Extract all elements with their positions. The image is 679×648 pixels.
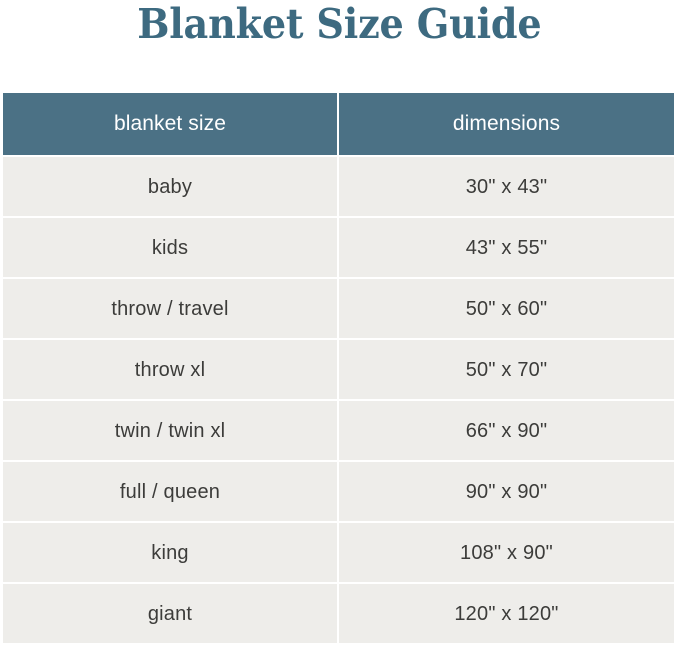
dimensions-value: 50" x 70": [465, 358, 548, 381]
dimensions-value: 30" x 43": [465, 175, 548, 198]
blanket-size-value: twin / twin xl: [114, 419, 226, 442]
table-row: baby 30" x 43": [3, 155, 674, 216]
dimensions-value: 66" x 90": [465, 419, 548, 442]
table-body: baby 30" x 43" kids 43" x 55" throw / travel…: [3, 155, 674, 643]
cell-blanket-size: throw / travel: [3, 277, 339, 338]
cell-dimensions: 66" x 90": [339, 399, 674, 460]
blanket-size-value: full / queen: [119, 480, 221, 503]
table-row: giant 120" x 120": [3, 582, 674, 643]
blanket-size-value: baby: [147, 175, 193, 198]
blanket-size-table: blanket size dimensions baby 30" x 43" kid…: [3, 93, 674, 643]
cell-dimensions: 50" x 70": [339, 338, 674, 399]
cell-blanket-size: baby: [3, 155, 339, 216]
cell-blanket-size: kids: [3, 216, 339, 277]
blanket-size-value: king: [151, 541, 189, 564]
column-header-blanket-size[interactable]: blanket size: [3, 93, 339, 155]
cell-blanket-size: full / queen: [3, 460, 339, 521]
cell-blanket-size: giant: [3, 582, 339, 643]
dimensions-value: 108" x 90": [460, 541, 553, 564]
table-row: twin / twin xl 66" x 90": [3, 399, 674, 460]
cell-blanket-size: twin / twin xl: [3, 399, 339, 460]
dimensions-value: 50" x 60": [465, 297, 548, 320]
table-header-row: blanket size dimensions: [3, 93, 674, 155]
page-title-container: Blanket Size Guide: [0, 0, 679, 93]
cell-dimensions: 108" x 90": [339, 521, 674, 582]
cell-dimensions: 43" x 55": [339, 216, 674, 277]
cell-blanket-size: throw xl: [3, 338, 339, 399]
page-title: Blanket Size Guide: [137, 0, 542, 48]
blanket-size-value: throw xl: [134, 358, 206, 381]
blanket-size-value: kids: [151, 236, 189, 259]
column-header-dimensions[interactable]: dimensions: [339, 93, 674, 155]
dimensions-value: 90" x 90": [465, 480, 548, 503]
table-row: throw / travel 50" x 60": [3, 277, 674, 338]
cell-dimensions: 120" x 120": [339, 582, 674, 643]
blanket-size-value: giant: [147, 602, 193, 625]
cell-dimensions: 50" x 60": [339, 277, 674, 338]
dimensions-value: 120" x 120": [454, 602, 559, 625]
table-header: blanket size dimensions: [3, 93, 674, 155]
table-row: kids 43" x 55": [3, 216, 674, 277]
cell-dimensions: 30" x 43": [339, 155, 674, 216]
table-row: throw xl 50" x 70": [3, 338, 674, 399]
cell-dimensions: 90" x 90": [339, 460, 674, 521]
dimensions-value: 43" x 55": [465, 236, 548, 259]
table-row: full / queen 90" x 90": [3, 460, 674, 521]
cell-blanket-size: king: [3, 521, 339, 582]
blanket-size-value: throw / travel: [111, 297, 229, 320]
table-row: king 108" x 90": [3, 521, 674, 582]
